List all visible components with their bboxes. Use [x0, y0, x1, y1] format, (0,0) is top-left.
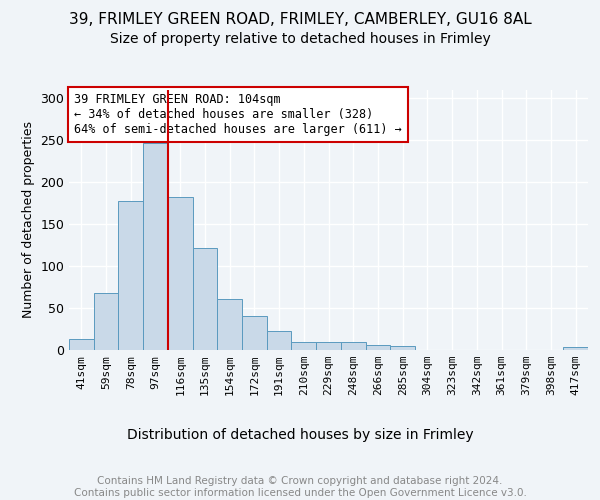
Bar — [118, 200, 143, 350]
Bar — [365, 345, 390, 350]
Bar — [94, 293, 118, 350]
Bar — [292, 342, 316, 350]
Text: 39, FRIMLEY GREEN ROAD, FRIMLEY, CAMBERLEY, GU16 8AL: 39, FRIMLEY GREEN ROAD, FRIMLEY, CAMBERL… — [68, 12, 532, 28]
Bar — [242, 316, 267, 350]
Text: Contains HM Land Registry data © Crown copyright and database right 2024.
Contai: Contains HM Land Registry data © Crown c… — [74, 476, 526, 498]
Text: Size of property relative to detached houses in Frimley: Size of property relative to detached ho… — [110, 32, 490, 46]
Text: 39 FRIMLEY GREEN ROAD: 104sqm
← 34% of detached houses are smaller (328)
64% of : 39 FRIMLEY GREEN ROAD: 104sqm ← 34% of d… — [74, 92, 402, 136]
Y-axis label: Number of detached properties: Number of detached properties — [22, 122, 35, 318]
Bar — [316, 342, 341, 350]
Bar — [217, 299, 242, 350]
Bar — [193, 248, 217, 350]
Bar — [69, 339, 94, 350]
Text: Distribution of detached houses by size in Frimley: Distribution of detached houses by size … — [127, 428, 473, 442]
Bar — [390, 346, 415, 350]
Bar — [563, 348, 588, 350]
Bar — [143, 143, 168, 350]
Bar — [341, 342, 365, 350]
Bar — [267, 330, 292, 350]
Bar — [168, 196, 193, 350]
